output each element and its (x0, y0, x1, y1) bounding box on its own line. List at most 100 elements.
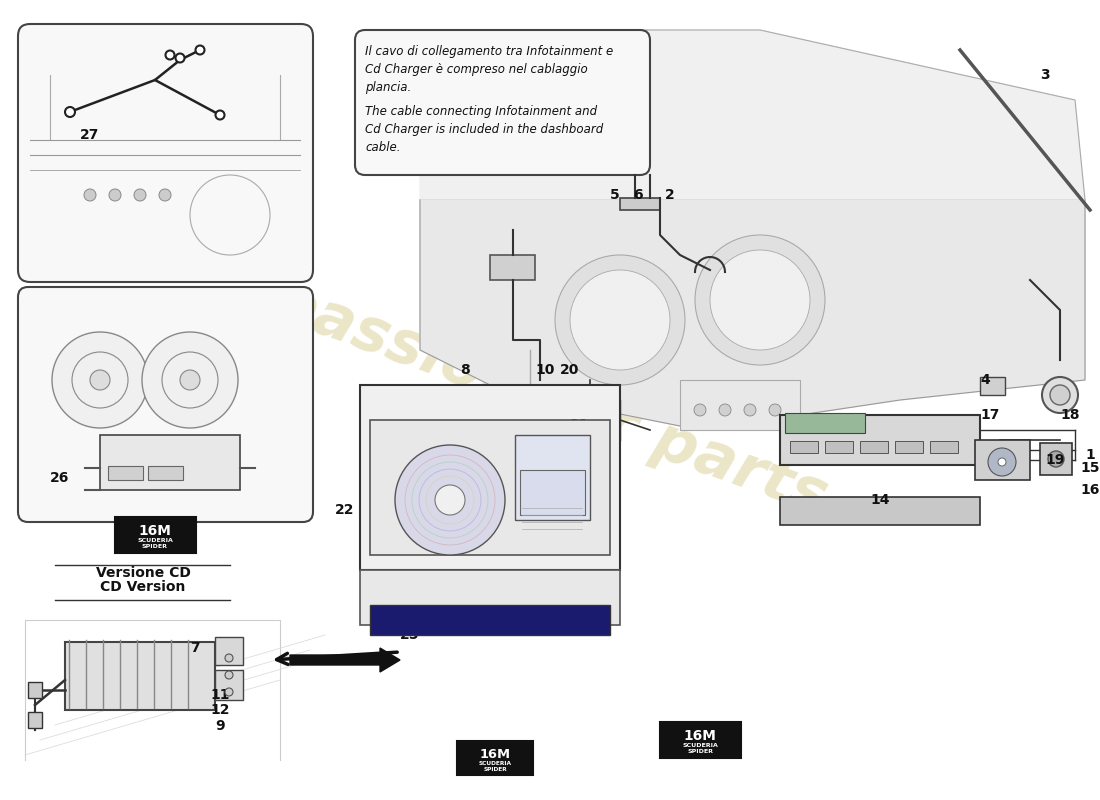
Text: 17: 17 (980, 408, 1000, 422)
Bar (360, 385, 620, 570)
Bar (148, 466, 183, 480)
Bar (65, 642, 214, 710)
Text: 11: 11 (210, 688, 230, 702)
Circle shape (165, 50, 175, 59)
Circle shape (1050, 385, 1070, 405)
Circle shape (142, 332, 238, 428)
Text: SCUDERIA: SCUDERIA (138, 538, 173, 543)
Circle shape (998, 458, 1006, 466)
FancyBboxPatch shape (18, 24, 314, 282)
Text: 2: 2 (666, 188, 675, 202)
Text: 3: 3 (1041, 68, 1049, 82)
Bar (660, 722, 740, 758)
Circle shape (109, 189, 121, 201)
Circle shape (176, 54, 185, 62)
Text: 16M: 16M (683, 730, 716, 743)
Bar (490, 255, 535, 280)
Text: The cable connecting Infotainment and
Cd Charger is included in the dashboard
ca: The cable connecting Infotainment and Cd… (365, 105, 603, 154)
Circle shape (226, 654, 233, 662)
Text: 1: 1 (1085, 448, 1094, 462)
Circle shape (160, 189, 170, 201)
Text: 24: 24 (505, 428, 525, 442)
FancyBboxPatch shape (355, 30, 650, 175)
Circle shape (72, 352, 128, 408)
Circle shape (769, 404, 781, 416)
Bar (370, 420, 610, 555)
Text: 7: 7 (190, 641, 200, 655)
Text: 14: 14 (870, 493, 890, 507)
Circle shape (988, 448, 1016, 476)
Text: 23: 23 (510, 468, 530, 482)
Text: SCUDERIA: SCUDERIA (478, 761, 512, 766)
Circle shape (134, 189, 146, 201)
Polygon shape (290, 648, 400, 672)
Circle shape (434, 485, 465, 515)
Bar (975, 440, 1030, 480)
Bar (214, 670, 243, 700)
Circle shape (395, 445, 505, 555)
Text: 16M: 16M (139, 525, 172, 538)
FancyBboxPatch shape (18, 287, 314, 522)
Text: 20: 20 (560, 363, 580, 377)
Bar (114, 517, 196, 553)
Text: 4: 4 (980, 373, 990, 387)
Bar (790, 441, 818, 453)
Text: SPIDER: SPIDER (142, 544, 168, 549)
Polygon shape (420, 30, 1085, 200)
Text: ferrari: ferrari (829, 506, 870, 516)
Bar (370, 605, 610, 635)
Circle shape (226, 671, 233, 679)
Text: SPIDER: SPIDER (483, 766, 507, 771)
Circle shape (570, 270, 670, 370)
Text: 10: 10 (536, 363, 554, 377)
Text: Il cavo di collegamento tra Infotainment e
Cd Charger è compreso nel cablaggio
p: Il cavo di collegamento tra Infotainment… (365, 45, 614, 94)
Bar (28, 712, 42, 728)
Text: 25: 25 (400, 628, 420, 642)
Circle shape (226, 688, 233, 696)
Circle shape (694, 404, 706, 416)
Circle shape (1042, 377, 1078, 413)
Text: 16M: 16M (480, 748, 510, 761)
Circle shape (196, 46, 205, 54)
Text: SCUDERIA: SCUDERIA (682, 743, 718, 748)
Text: SPIDER: SPIDER (688, 749, 713, 754)
Text: 18: 18 (1060, 408, 1080, 422)
Circle shape (162, 352, 218, 408)
Bar (360, 570, 620, 625)
Bar (785, 413, 865, 433)
Bar (214, 637, 243, 665)
Bar (780, 415, 980, 465)
Bar (825, 441, 852, 453)
Bar (930, 441, 958, 453)
Circle shape (719, 404, 732, 416)
Text: Versione CD: Versione CD (96, 566, 190, 580)
Text: 16: 16 (1080, 483, 1100, 497)
Text: passion for parts: passion for parts (264, 272, 836, 528)
Text: 6: 6 (634, 188, 642, 202)
Bar (520, 470, 585, 515)
Text: 22: 22 (336, 503, 354, 517)
Circle shape (65, 107, 75, 117)
Text: 19: 19 (1045, 453, 1065, 467)
Circle shape (216, 110, 224, 119)
Bar (895, 441, 923, 453)
Text: 8: 8 (460, 363, 470, 377)
Text: 9: 9 (216, 719, 224, 733)
Circle shape (90, 370, 110, 390)
Bar (780, 497, 980, 525)
Text: 26: 26 (51, 471, 69, 485)
Polygon shape (420, 200, 1085, 430)
Bar (620, 198, 660, 210)
Bar (28, 682, 42, 698)
Text: 5: 5 (610, 188, 620, 202)
Text: 12: 12 (210, 703, 230, 717)
Circle shape (84, 189, 96, 201)
Circle shape (180, 370, 200, 390)
Circle shape (710, 250, 810, 350)
Circle shape (556, 255, 685, 385)
Text: 16M: 16M (476, 615, 504, 625)
Text: 15: 15 (1080, 461, 1100, 475)
Circle shape (52, 332, 148, 428)
Text: 27: 27 (80, 128, 100, 142)
Text: CD Version: CD Version (100, 580, 186, 594)
